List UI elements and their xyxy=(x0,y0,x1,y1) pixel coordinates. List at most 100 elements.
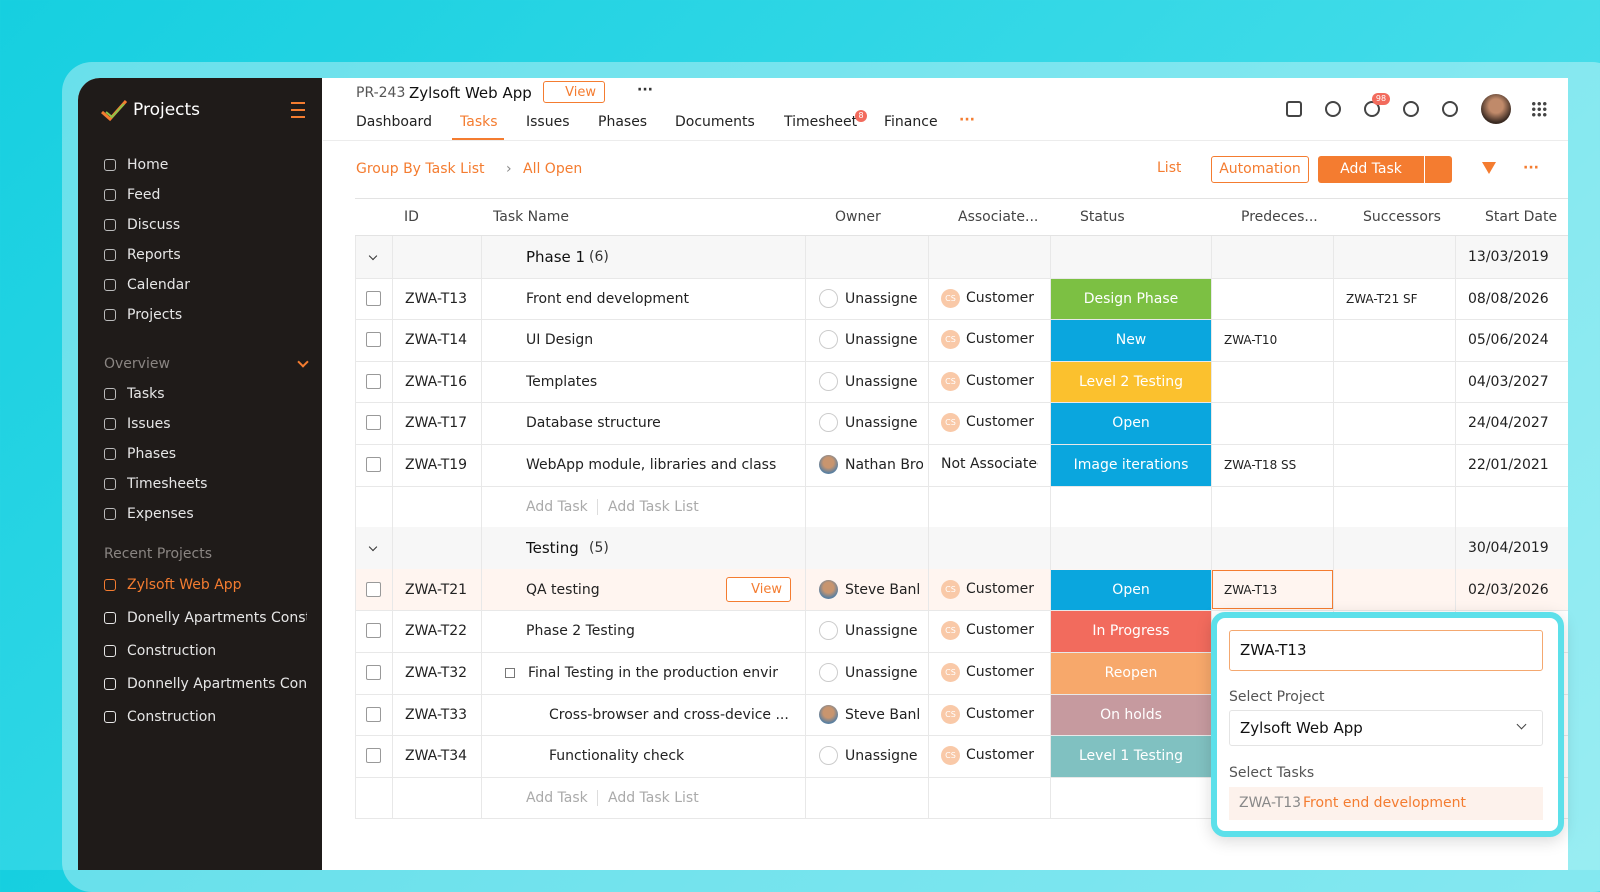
tab[interactable]: Documents xyxy=(675,114,755,130)
status-cell[interactable]: Image iterations xyxy=(1051,445,1211,486)
column-header[interactable]: Start Date xyxy=(1485,209,1558,225)
recent-project[interactable]: Donelly Apartments Const xyxy=(127,610,307,626)
column-header[interactable]: Successors xyxy=(1363,209,1441,225)
column-header[interactable]: ID xyxy=(404,209,419,225)
task-name[interactable]: QA testing xyxy=(526,581,600,598)
status-cell[interactable]: Design Phase xyxy=(1051,278,1211,320)
filter[interactable]: All Open xyxy=(523,161,583,177)
status-cell[interactable]: In Progress xyxy=(1051,611,1211,652)
cell-border xyxy=(355,568,356,611)
add-task-button[interactable]: Add Task xyxy=(1318,156,1424,183)
checkbox[interactable] xyxy=(366,457,381,472)
status-cell[interactable]: Level 1 Testing xyxy=(1051,736,1211,777)
group-by[interactable]: Group By Task List xyxy=(356,161,485,177)
header-icon[interactable] xyxy=(1325,101,1341,117)
group-row xyxy=(355,236,1568,278)
recent-project[interactable]: Construction xyxy=(127,709,217,725)
nav-item[interactable]: Projects xyxy=(127,307,183,323)
status-cell[interactable]: On holds xyxy=(1051,694,1211,736)
nav-icon xyxy=(104,249,116,261)
task-name[interactable]: Phase 2 Testing xyxy=(526,623,635,640)
task-name[interactable]: Templates xyxy=(526,373,598,390)
nav-item[interactable]: Feed xyxy=(127,187,161,203)
tab[interactable]: Timesheet xyxy=(784,114,858,130)
group-start: 13/03/2019 xyxy=(1468,249,1549,265)
checkbox[interactable] xyxy=(366,623,381,639)
status-cell[interactable]: Open xyxy=(1051,569,1211,611)
checkbox[interactable] xyxy=(366,665,381,680)
status-cell[interactable]: New xyxy=(1051,320,1211,361)
column-header[interactable]: Predeces... xyxy=(1241,209,1318,225)
nav-item[interactable]: Phases xyxy=(127,446,177,462)
search-input[interactable]: ZWA-T13 xyxy=(1229,630,1543,671)
nav-item[interactable]: Calendar xyxy=(127,277,190,293)
add-task-link[interactable]: Add Task xyxy=(526,498,588,515)
tab[interactable]: Dashboard xyxy=(356,114,432,130)
status-cell[interactable]: Reopen xyxy=(1051,653,1211,694)
header-icon[interactable] xyxy=(1286,101,1302,117)
recent-project[interactable]: Construction xyxy=(127,643,217,659)
column-header[interactable]: Task Name xyxy=(493,209,569,225)
tab[interactable]: Tasks xyxy=(460,114,498,130)
add-task-list-link[interactable]: Add Task List xyxy=(608,789,699,806)
add-task-link[interactable]: Add Task xyxy=(526,789,588,806)
column-header[interactable]: Associate... xyxy=(958,209,1039,225)
associated: Not Associated xyxy=(941,456,1038,472)
automation-button[interactable]: Automation xyxy=(1211,156,1309,183)
task-name[interactable]: UI Design xyxy=(526,332,594,349)
filter-icon[interactable] xyxy=(1482,162,1496,174)
cell-border xyxy=(805,360,806,403)
nav-item[interactable]: Tasks xyxy=(127,386,165,402)
recent-project[interactable]: Donnelly Apartments Cons xyxy=(127,676,307,692)
column-header[interactable]: Owner xyxy=(835,209,881,225)
task-option[interactable] xyxy=(1229,787,1543,820)
nav-item[interactable]: Discuss xyxy=(127,217,181,233)
more: ··· xyxy=(1523,160,1539,176)
task-name[interactable]: Front end development xyxy=(526,290,690,307)
cell-border xyxy=(805,735,806,777)
status-cell[interactable]: Level 2 Testing xyxy=(1051,361,1211,403)
checkbox[interactable] xyxy=(366,748,381,764)
column-header[interactable]: Status xyxy=(1080,209,1125,225)
checkbox[interactable] xyxy=(366,415,381,431)
cell-border xyxy=(1211,360,1212,403)
tab[interactable]: Finance xyxy=(884,114,938,130)
task-name[interactable]: Functionality check xyxy=(549,748,685,765)
nav-item[interactable]: Reports xyxy=(127,247,181,263)
task-name[interactable]: Database structure xyxy=(526,415,661,432)
cell-border xyxy=(392,236,393,278)
checkbox[interactable] xyxy=(366,581,381,597)
nav-item[interactable]: Timesheets xyxy=(127,476,208,492)
checkbox[interactable] xyxy=(366,332,381,348)
task-name[interactable]: Final Testing in the production envir... xyxy=(528,665,778,681)
checkbox[interactable] xyxy=(366,373,381,389)
add-task-list-link[interactable]: Add Task List xyxy=(608,498,699,515)
project-select[interactable]: Zylsoft Web App xyxy=(1229,710,1543,746)
add-task-dropdown[interactable] xyxy=(1425,156,1452,183)
checkbox[interactable] xyxy=(366,706,381,722)
row-border xyxy=(355,444,1568,445)
header-icon[interactable] xyxy=(1403,101,1419,117)
nav-item[interactable]: Issues xyxy=(127,416,171,432)
cell-border xyxy=(1333,527,1334,569)
recent-project[interactable]: Zylsoft Web App xyxy=(127,577,242,593)
menu-icon[interactable] xyxy=(291,102,305,118)
header-icon[interactable] xyxy=(1442,101,1458,117)
view-button[interactable]: View xyxy=(543,81,605,103)
tab[interactable]: Issues xyxy=(526,114,570,130)
cell-border xyxy=(1455,319,1456,361)
avatar[interactable] xyxy=(1481,94,1511,124)
task-name[interactable]: Cross-browser and cross-device ... xyxy=(549,706,789,723)
tab[interactable]: Phases xyxy=(598,114,648,130)
status-cell[interactable]: Open xyxy=(1051,403,1211,444)
nav-item[interactable]: Home xyxy=(127,157,169,173)
row-view-button[interactable]: View xyxy=(726,576,791,602)
cell-border xyxy=(928,652,929,694)
task-name[interactable]: WebApp module, libraries and classes xyxy=(526,457,776,473)
table-header xyxy=(355,198,1568,236)
start-date: 24/04/2027 xyxy=(1468,415,1549,432)
list-toggle[interactable]: List xyxy=(1157,160,1182,176)
nav-item[interactable]: Expenses xyxy=(127,506,194,522)
apps-icon[interactable] xyxy=(1531,101,1547,117)
checkbox[interactable] xyxy=(366,290,381,306)
